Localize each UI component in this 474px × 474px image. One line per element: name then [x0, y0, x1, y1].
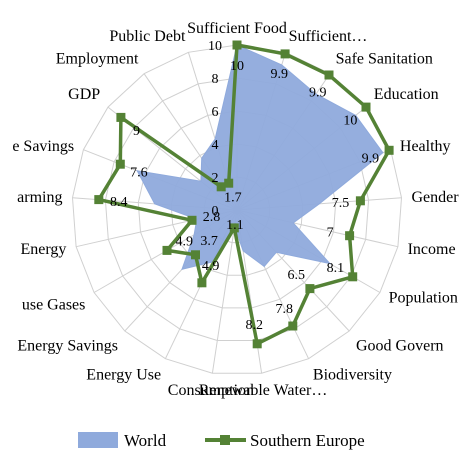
data-label-consumption: 1.1: [226, 218, 244, 233]
data-label-gender: 7.5: [332, 196, 350, 211]
data-label-energy-savings: 3.7: [200, 234, 218, 249]
category-label-public-debt: Public Debt: [109, 28, 186, 45]
point-southern-europe-energy-savings: [191, 250, 200, 260]
tick-label-4: 4: [212, 138, 219, 153]
category-label-income: Income: [408, 241, 456, 258]
point-southern-europe-income: [345, 231, 355, 241]
data-label-use-gases: 4.9: [176, 234, 194, 249]
category-label-healthy: Healthy: [400, 138, 451, 155]
data-label-gdp: 9: [133, 124, 140, 139]
category-label-gender: Gender: [412, 189, 460, 206]
point-southern-europe-use-gases: [162, 245, 172, 255]
category-label-sufficient-food: Sufficient Food: [187, 20, 287, 37]
tick-label-8: 8: [212, 72, 219, 87]
point-southern-europe-renewable-water: [252, 339, 262, 349]
data-label-e-savings: 7.6: [130, 166, 148, 181]
category-label-gdp: GDP: [68, 86, 100, 103]
data-label-energy-use: 4.9: [202, 259, 220, 274]
point-southern-europe-e-savings: [115, 159, 125, 169]
legend-swatch-southern-europe-marker: [220, 435, 230, 445]
tick-label-2: 2: [212, 171, 219, 186]
legend: World Southern Europe: [78, 431, 365, 450]
point-southern-europe-sufficient: [280, 49, 290, 59]
point-southern-europe-gdp: [116, 112, 126, 122]
legend-swatch-world: [78, 432, 118, 448]
category-label-e-savings: e Savings: [12, 138, 74, 155]
category-label-education: Education: [374, 86, 439, 103]
radial-tick-labels: 0 2 4 6 8 10: [208, 39, 222, 219]
category-label-energy: Energy: [20, 241, 66, 258]
point-southern-europe-public-debt: [224, 178, 234, 188]
series-area-world: [136, 44, 384, 271]
category-label-use-gases: use Gases: [22, 297, 86, 314]
tick-label-0: 0: [212, 204, 219, 219]
category-labels: Sufficient Food Sufficient… Safe Sanitatio…: [12, 20, 459, 399]
point-southern-europe-arming: [94, 195, 104, 205]
point-southern-europe-healthy: [384, 145, 394, 155]
category-label-renewable-water: Renewable Water…: [199, 382, 328, 399]
legend-label-southern-europe: Southern Europe: [250, 431, 365, 450]
point-southern-europe-sufficient-food: [232, 40, 242, 50]
data-label-population: 8.1: [327, 261, 345, 276]
data-label-renewable-water: 8.2: [245, 318, 263, 333]
category-label-energy-use: Energy Use: [86, 367, 161, 384]
category-label-sufficient: Sufficient…: [289, 28, 368, 45]
point-southern-europe-education: [361, 102, 371, 112]
category-label-energy-savings: Energy Savings: [17, 337, 118, 354]
legend-label-world: World: [124, 431, 167, 450]
point-southern-europe-consumption: [229, 223, 239, 233]
category-label-arming: arming: [17, 189, 62, 206]
point-southern-europe-energy: [187, 215, 197, 225]
data-label-public-debt: 1.7: [224, 191, 242, 206]
grid-spoke-consumption: [211, 209, 238, 374]
category-label-employment: Employment: [56, 50, 139, 67]
data-label-safe-sanitation: 9.9: [309, 86, 327, 101]
tick-label-6: 6: [212, 105, 219, 120]
data-label-energy: 2.8: [203, 210, 221, 225]
category-label-population: Population: [389, 290, 458, 307]
category-label-consumption: Consumption: [168, 382, 254, 399]
data-label-good-govern: 6.5: [288, 268, 306, 283]
data-label-arming: 8.4: [110, 195, 128, 210]
data-label-education: 10: [343, 114, 357, 129]
data-label-income: 7: [327, 225, 334, 240]
point-southern-europe-population: [348, 272, 358, 282]
category-label-safe-sanitation: Safe Sanitation: [336, 50, 433, 67]
point-southern-europe-biodiversity: [288, 321, 298, 331]
series-line-southern-europe: [96, 42, 392, 347]
data-label-biodiversity: 7.8: [275, 302, 293, 317]
data-label-sufficient-food: 10: [230, 59, 244, 74]
point-southern-europe-energy-use: [197, 278, 207, 288]
point-southern-europe-employment: [216, 182, 226, 192]
point-southern-europe-good-govern: [305, 284, 315, 294]
radar-series: [94, 40, 394, 349]
category-label-biodiversity: Biodiversity: [313, 367, 392, 384]
point-southern-europe-gender: [355, 196, 365, 206]
data-label-sufficient: 9.9: [271, 67, 289, 82]
tick-label-10: 10: [208, 39, 222, 54]
point-southern-europe-safe-sanitation: [324, 70, 334, 80]
data-labels: 10 9.9 9.9 10 9.9 7.5 7 8.1 6.5 7.8 8.2 1.1 4.9 3.7 4.…: [110, 59, 379, 333]
data-label-healthy: 9.9: [362, 152, 380, 167]
category-label-good-govern: Good Govern: [356, 337, 444, 354]
